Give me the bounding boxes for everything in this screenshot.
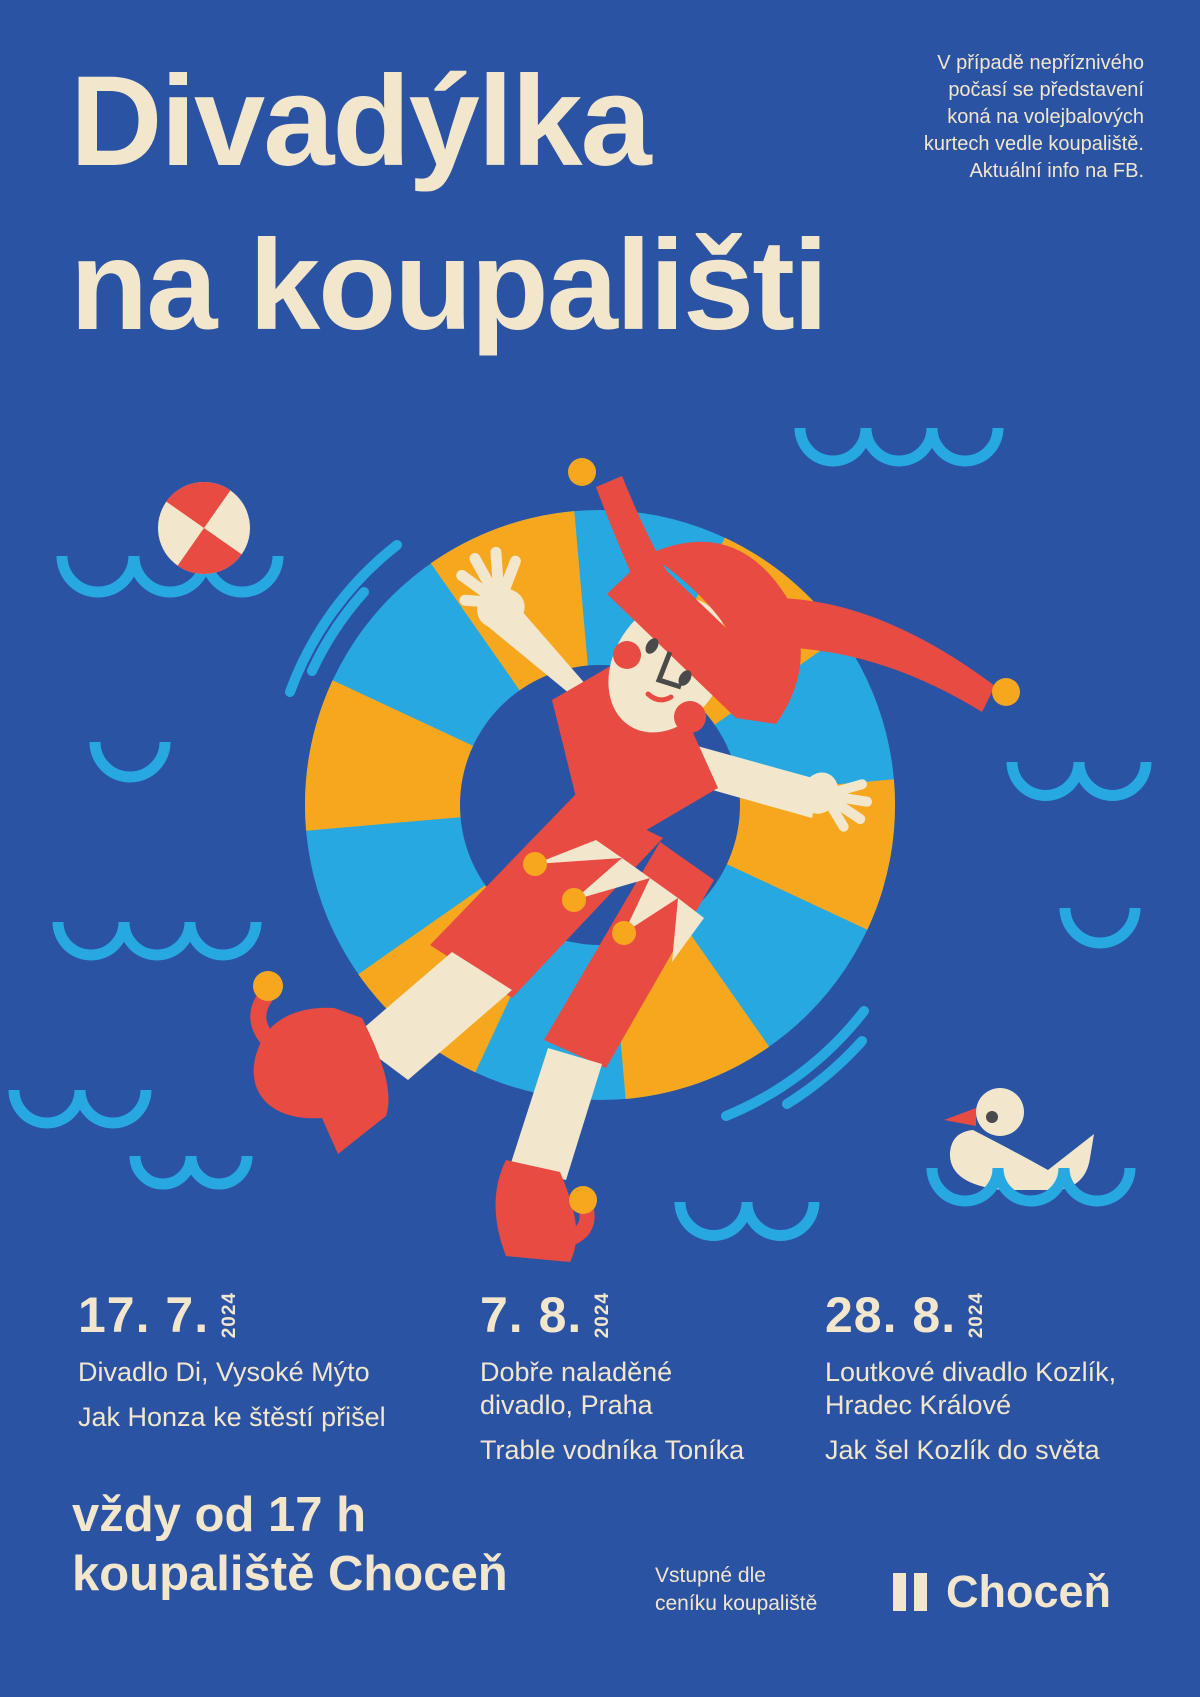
event-1-date-row: 17. 7. 2024 bbox=[78, 1290, 440, 1340]
jester-right-hand bbox=[801, 772, 873, 832]
jester-left-hand bbox=[456, 546, 525, 629]
logo-bar bbox=[914, 1573, 927, 1611]
wave bbox=[674, 1201, 820, 1241]
wave bbox=[56, 555, 284, 598]
wave bbox=[129, 1155, 253, 1190]
event-2-date-row: 7. 8. 2024 bbox=[480, 1290, 732, 1340]
poster-title-line2: na koupališti bbox=[70, 214, 828, 357]
footer-time: vždy od 17 h bbox=[72, 1488, 367, 1542]
event-3-date: 28. 8. bbox=[825, 1287, 957, 1343]
event-3: 28. 8. 2024 Loutkové divadlo Kozlík, Hra… bbox=[825, 1290, 1159, 1467]
weather-note-line: počasí se představení bbox=[948, 79, 1144, 101]
admission-line1: Vstupné dle bbox=[655, 1564, 766, 1587]
weather-note-line: koná na volejbalových bbox=[947, 106, 1144, 128]
waves bbox=[8, 427, 1152, 1241]
logo-bar bbox=[893, 1573, 906, 1611]
jester-left-arm bbox=[480, 602, 608, 710]
event-1-year: 2024 bbox=[219, 1292, 241, 1339]
wave bbox=[926, 1167, 1136, 1207]
poster-title-line1: Divadýlka bbox=[70, 50, 652, 193]
jester-collar bbox=[523, 840, 704, 962]
city-logo-text: Choceň bbox=[946, 1566, 1112, 1617]
weather-note-line: V případě nepříznivého bbox=[937, 52, 1144, 74]
event-2-play: Trable vodníka Toníka bbox=[480, 1435, 745, 1465]
event-3-year: 2024 bbox=[966, 1292, 988, 1339]
wave bbox=[1006, 761, 1152, 801]
event-2-date: 7. 8. bbox=[480, 1287, 583, 1343]
event-2-venue: Dobře naladěné divadlo, Praha bbox=[480, 1357, 673, 1420]
poster-title: Divadýlka na koupališti bbox=[70, 40, 828, 368]
event-1-date: 17. 7. bbox=[78, 1287, 210, 1343]
jester bbox=[250, 458, 1020, 1262]
admission-note: Vstupné dle ceníku koupaliště bbox=[655, 1562, 817, 1618]
event-3-venue: Loutkové divadlo Kozlík, Hradec Králové bbox=[825, 1357, 1117, 1420]
weather-note: V případě nepříznivého počasí se předsta… bbox=[924, 50, 1144, 185]
event-2: 7. 8. 2024 Dobře naladěné divadlo, Praha… bbox=[480, 1290, 745, 1467]
event-1-play: Jak Honza ke štěstí přišel bbox=[78, 1402, 386, 1432]
motion-lines bbox=[285, 540, 869, 1121]
admission-line2: ceníku koupaliště bbox=[655, 1592, 818, 1615]
footer-place: koupaliště Choceň bbox=[72, 1547, 508, 1601]
event-2-year: 2024 bbox=[592, 1292, 614, 1339]
beach-ball bbox=[158, 482, 250, 574]
wave bbox=[52, 921, 262, 961]
duck-eye bbox=[986, 1111, 998, 1123]
wave bbox=[8, 1089, 152, 1129]
jester-hat bbox=[568, 458, 1020, 712]
event-1: 17. 7. 2024 Divadlo Di, Vysoké Mýto Jak … bbox=[78, 1290, 440, 1434]
wave bbox=[1059, 907, 1141, 949]
event-3-date-row: 28. 8. 2024 bbox=[825, 1290, 1159, 1340]
jester-legs bbox=[250, 952, 602, 1262]
city-logo-bars-icon bbox=[893, 1573, 927, 1611]
weather-note-line: kurtech vedle koupaliště. bbox=[923, 133, 1144, 155]
event-1-venue: Divadlo Di, Vysoké Mýto bbox=[78, 1357, 370, 1387]
wave bbox=[89, 741, 171, 783]
wave bbox=[794, 427, 1004, 467]
duck bbox=[944, 1088, 1094, 1190]
event-3-play: Jak šel Kozlík do světa bbox=[825, 1435, 1100, 1465]
weather-note-line: Aktuální info na FB. bbox=[969, 160, 1144, 182]
jester-face bbox=[607, 541, 801, 733]
jester-right-arm bbox=[684, 744, 820, 818]
footer-time-place: vždy od 17 h koupaliště Choceň bbox=[72, 1486, 508, 1604]
city-logo: Choceň bbox=[893, 1566, 1111, 1618]
duck-beak bbox=[944, 1108, 976, 1126]
